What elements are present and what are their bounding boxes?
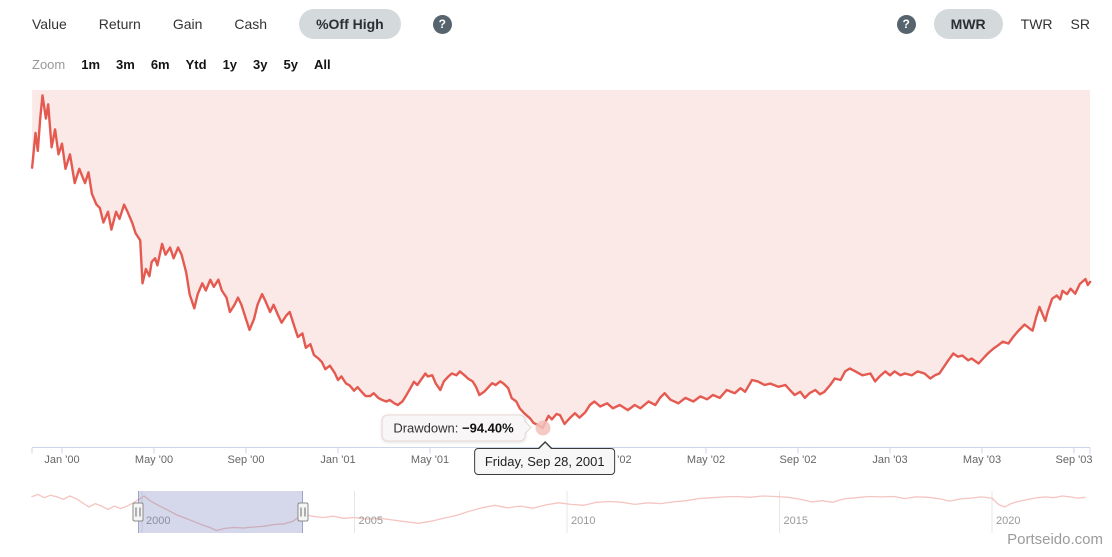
zoom-bar: Zoom 1m 3m 6m Ytd 1y 3y 5y All — [32, 57, 331, 72]
x-axis-label: Jan '03 — [872, 454, 908, 466]
x-axis-label: May '00 — [134, 454, 174, 466]
tab-return[interactable]: Return — [98, 16, 141, 32]
help-icon-right[interactable]: ? — [896, 14, 916, 34]
tab-mwr[interactable]: MWR — [933, 9, 1003, 39]
drawdown-tooltip: Drawdown: −94.40% — [381, 414, 532, 442]
navigator-year-label: 2005 — [358, 515, 383, 527]
zoom-ytd[interactable]: Ytd — [185, 57, 207, 72]
navigator-year-label: 2010 — [571, 515, 596, 527]
navigator-year-label: 2015 — [783, 515, 808, 527]
x-axis-label: Jan '01 — [320, 454, 356, 466]
chart-toolbar: Value Return Gain Cash %Off High ? ? MWR… — [0, 0, 1112, 48]
metric-tabs: Value Return Gain Cash %Off High ? — [32, 9, 452, 39]
zoom-1y[interactable]: 1y — [222, 57, 238, 72]
navigator-right-handle[interactable] — [297, 502, 309, 522]
zoom-1m[interactable]: 1m — [81, 57, 101, 72]
hover-point-marker — [535, 420, 551, 436]
zoom-label: Zoom — [32, 57, 66, 72]
x-axis-label: Jan '00 — [44, 454, 80, 466]
x-axis-label: May '02 — [686, 454, 726, 466]
help-icon[interactable]: ? — [432, 14, 452, 34]
date-tooltip: Friday, Sep 28, 2001 — [473, 441, 616, 475]
tab-gain[interactable]: Gain — [172, 16, 203, 32]
return-method-tabs: ? MWR TWR SR — [896, 9, 1090, 39]
zoom-3y[interactable]: 3y — [253, 57, 268, 72]
tab-twr[interactable]: TWR — [1020, 16, 1053, 32]
watermark: Portseido.com — [1007, 531, 1103, 548]
zoom-all[interactable]: All — [313, 57, 331, 72]
x-axis-label: Sep '00 — [227, 454, 265, 466]
navigator-selected-range[interactable] — [138, 491, 304, 533]
x-axis-label: May '01 — [410, 454, 450, 466]
tooltip-value: −94.40% — [462, 420, 514, 436]
tooltip-label: Drawdown: — [393, 420, 459, 436]
tab-cash[interactable]: Cash — [234, 16, 268, 32]
navigator-year-label: 2000 — [146, 515, 171, 527]
navigator-year-label: 2020 — [996, 515, 1021, 527]
navigator-left-handle[interactable] — [132, 502, 144, 522]
x-axis-label: Sep '03 — [1055, 454, 1093, 466]
handle-grip-icon — [135, 507, 141, 517]
handle-grip-icon — [300, 507, 306, 517]
tab-pct-off-high[interactable]: %Off High — [299, 9, 401, 39]
zoom-3m[interactable]: 3m — [116, 57, 135, 72]
date-tooltip-text: Friday, Sep 28, 2001 — [484, 454, 605, 469]
x-axis-label: May '03 — [962, 454, 1002, 466]
tab-value[interactable]: Value — [32, 16, 67, 32]
x-axis-label: Sep '02 — [779, 454, 817, 466]
zoom-6m[interactable]: 6m — [150, 57, 170, 72]
tab-sr[interactable]: SR — [1070, 16, 1090, 32]
zoom-5y[interactable]: 5y — [283, 57, 298, 72]
